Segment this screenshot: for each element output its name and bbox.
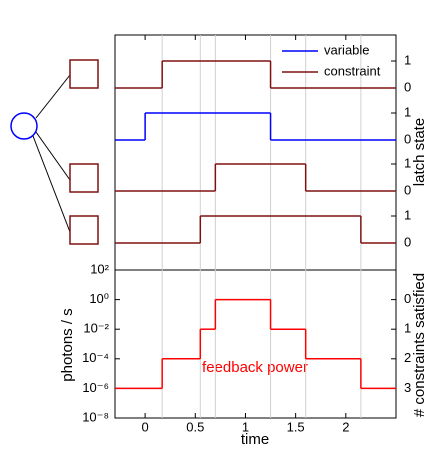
variable-node [10,112,38,140]
x-tick-label: 1 [242,419,249,434]
y2-tick-label: 1 [404,155,411,170]
y2-tick-label: 1 [404,52,411,67]
y2-tick-label: 0 [404,182,411,197]
x-label: time [241,431,269,448]
x-tick-label: 0 [141,419,148,434]
y-label: photons / s [59,308,76,381]
y2-tick-label: 1 [404,321,411,336]
constraint-node [69,59,99,89]
y2-tick-label: 1 [404,207,411,222]
y-tick-label: 10⁰ [89,291,109,306]
constraint-node [69,163,99,193]
x-tick-label: 2 [342,419,349,434]
network-diagram [10,59,99,245]
y2-tick-label: 2 [404,350,411,365]
y-tick-label: 10⁻⁶ [82,380,109,395]
edge [32,135,71,233]
legend-label: constraint [324,63,381,78]
y-tick-label: 10⁻⁴ [82,350,109,365]
y2-tick-label: 0 [404,131,411,146]
edge [35,131,71,181]
y2-label: latch state [411,118,428,186]
y2-tick-label: 3 [404,380,411,395]
x-tick-label: 0.5 [186,419,204,434]
annotation: feedback power [202,359,308,376]
constraint-node [69,215,99,245]
y2-tick-label: 0 [404,291,411,306]
y2-label: # constraints satisfied [411,273,428,417]
legend-label: variable [324,42,370,57]
axes-frame [114,34,397,419]
y-tick-label: 10⁻² [83,321,109,336]
y-tick-label: 10² [90,261,109,276]
y2-tick-label: 0 [404,79,411,94]
y-tick-label: 10⁻⁸ [82,409,109,424]
y2-tick-label: 1 [404,104,411,119]
x-tick-label: 1.5 [287,419,305,434]
edge [35,74,71,119]
y2-tick-label: 0 [404,234,411,249]
